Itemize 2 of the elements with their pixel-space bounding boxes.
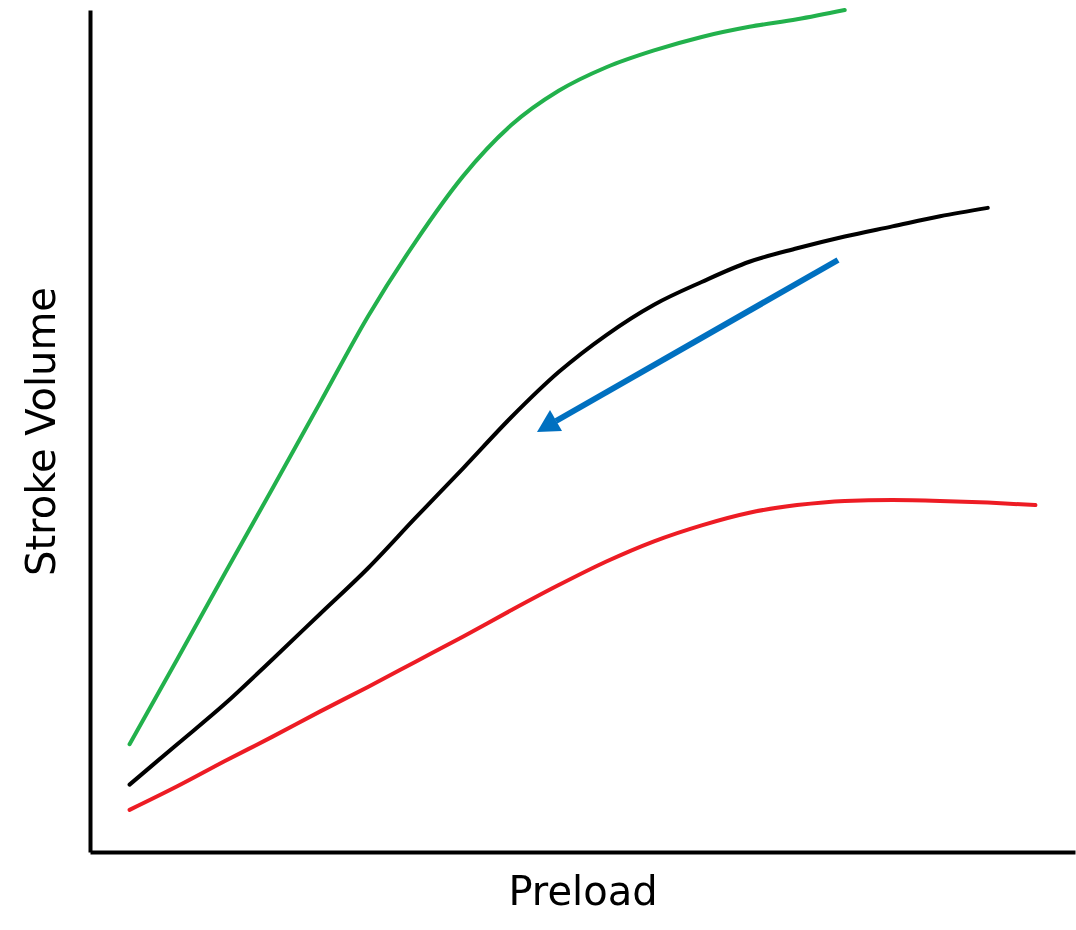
x-axis-title: Preload (508, 867, 658, 914)
y-axis-title: Stroke Volume (17, 287, 64, 576)
